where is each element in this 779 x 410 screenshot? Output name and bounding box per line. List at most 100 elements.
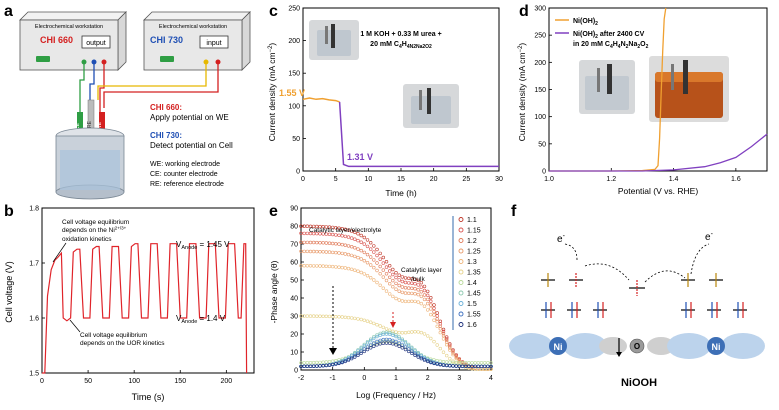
d-photo-2 bbox=[649, 56, 729, 122]
e-point-1.6 bbox=[334, 362, 338, 366]
d-xtick-label: 1.2 bbox=[606, 176, 616, 183]
e-point-1.35 bbox=[318, 314, 322, 318]
e-point-1.35 bbox=[340, 315, 344, 319]
e-point-1.4 bbox=[470, 361, 474, 365]
e-point-1.3 bbox=[387, 292, 392, 296]
e-point-1.2 bbox=[400, 285, 405, 289]
e-point-1.2 bbox=[419, 290, 424, 294]
e-point-1.25 bbox=[438, 327, 443, 331]
c-val-orange: 1.55 V bbox=[279, 88, 305, 98]
b-vlow: VAnode = 1.4 V bbox=[176, 314, 226, 325]
e-point-1.3 bbox=[378, 283, 382, 288]
e-point-1.15 bbox=[441, 329, 446, 334]
e-point-1.4 bbox=[305, 361, 309, 365]
b-xtick-label: 150 bbox=[174, 378, 186, 385]
c-series-1 bbox=[338, 101, 499, 168]
e-point-1.2 bbox=[334, 242, 338, 246]
legend-730-text: Detect potential on Cell bbox=[150, 141, 233, 150]
e-point-1.55 bbox=[359, 349, 363, 354]
e-point-1.6 bbox=[457, 364, 462, 368]
e-point-1.45 bbox=[365, 340, 370, 344]
e-point-1.55 bbox=[391, 338, 395, 343]
e-point-1.25 bbox=[302, 249, 306, 254]
e-point-1.6 bbox=[337, 361, 341, 366]
e-point-1.2 bbox=[368, 255, 373, 259]
e-point-1.4 bbox=[397, 342, 401, 346]
e-point-1.25 bbox=[413, 291, 417, 296]
f-electron-in: e- bbox=[557, 233, 566, 245]
e-point-1.55 bbox=[378, 338, 382, 343]
c-xtick-label: 10 bbox=[364, 176, 372, 183]
e-point-1.6 bbox=[311, 364, 316, 368]
e-point-1.3 bbox=[429, 312, 433, 317]
e-point-1.6 bbox=[324, 363, 328, 368]
e-point-1.55 bbox=[384, 337, 389, 342]
d-ytick-label: 100 bbox=[534, 114, 546, 121]
e-point-1.35 bbox=[324, 314, 328, 319]
e-ytick-label: 60 bbox=[290, 260, 298, 267]
e-point-1.3 bbox=[324, 264, 328, 269]
e-point-1.1 bbox=[413, 277, 417, 281]
e-point-1.35 bbox=[378, 324, 382, 328]
e-point-1.2 bbox=[426, 297, 430, 302]
e-point-1.1 bbox=[429, 295, 433, 300]
e-point-1.15 bbox=[315, 231, 319, 236]
e-point-1.35 bbox=[365, 319, 370, 323]
e-point-1.45 bbox=[394, 333, 398, 337]
e-point-1.1 bbox=[372, 244, 376, 248]
e-point-1.6 bbox=[467, 364, 471, 369]
e-point-1.3 bbox=[457, 359, 462, 364]
e-point-1.25 bbox=[327, 250, 332, 254]
e-point-1.45 bbox=[391, 331, 395, 336]
c-xtick-label: 15 bbox=[397, 176, 405, 183]
e-point-1.3 bbox=[337, 265, 341, 269]
panel-b: b 0 50 100 150 200 1.5 1.6 1.7 1.8 Cell voltage … bbox=[0, 200, 265, 405]
e-point-1.2 bbox=[429, 303, 433, 307]
e-point-1.25 bbox=[378, 271, 382, 276]
e-point-1.2 bbox=[448, 344, 452, 349]
e-point-1.35 bbox=[438, 346, 443, 351]
e-point-1.25 bbox=[397, 289, 401, 293]
e-point-1.6 bbox=[362, 349, 367, 354]
e-legend-label: 1.35 bbox=[467, 270, 481, 277]
b-arrow-bot bbox=[69, 319, 81, 333]
e-xtick-label: 0 bbox=[362, 375, 366, 382]
e-point-1.1 bbox=[381, 255, 386, 260]
d-ytick-label: 150 bbox=[534, 87, 546, 94]
e-xtick-label: -2 bbox=[298, 375, 304, 382]
e-point-1.55 bbox=[349, 355, 354, 360]
e-point-1.25 bbox=[429, 307, 433, 311]
e-point-1.6 bbox=[476, 364, 481, 369]
ws1-led bbox=[36, 56, 50, 62]
b-series-cell-voltage bbox=[42, 243, 248, 374]
e-point-1.4 bbox=[445, 360, 449, 364]
e-annot-2b: /bulk bbox=[411, 276, 425, 283]
panel-b-label: b bbox=[4, 203, 14, 220]
e-point-1.15 bbox=[387, 269, 392, 273]
f-title: NiOOH bbox=[621, 377, 657, 389]
e-point-1.5 bbox=[378, 333, 382, 337]
e-point-1.25 bbox=[372, 265, 376, 270]
e-point-1.1 bbox=[391, 267, 395, 272]
e-point-1.6 bbox=[327, 363, 332, 367]
e-point-1.15 bbox=[299, 231, 303, 235]
e-point-1.45 bbox=[387, 330, 392, 335]
e-point-1.15 bbox=[340, 234, 344, 238]
f-o-atom bbox=[629, 338, 645, 354]
e-point-1.6 bbox=[470, 364, 474, 369]
e-point-1.35 bbox=[359, 317, 363, 322]
c-series-0 bbox=[302, 97, 340, 103]
e-point-1.15 bbox=[346, 235, 351, 239]
e-point-1.2 bbox=[305, 240, 309, 245]
e-point-1.5 bbox=[403, 341, 408, 345]
e-point-1.15 bbox=[410, 281, 414, 285]
e-point-1.1 bbox=[451, 348, 455, 352]
e-point-1.6 bbox=[426, 359, 430, 364]
e-point-1.6 bbox=[305, 364, 309, 369]
e-point-1.35 bbox=[346, 315, 351, 320]
e-point-1.35 bbox=[400, 331, 405, 335]
b-vhigh: VAnode = 1.45 V bbox=[176, 240, 230, 251]
def-ce: CE: counter electrode bbox=[150, 171, 218, 178]
e-point-1.1 bbox=[435, 311, 439, 315]
e-point-1.2 bbox=[327, 241, 332, 245]
